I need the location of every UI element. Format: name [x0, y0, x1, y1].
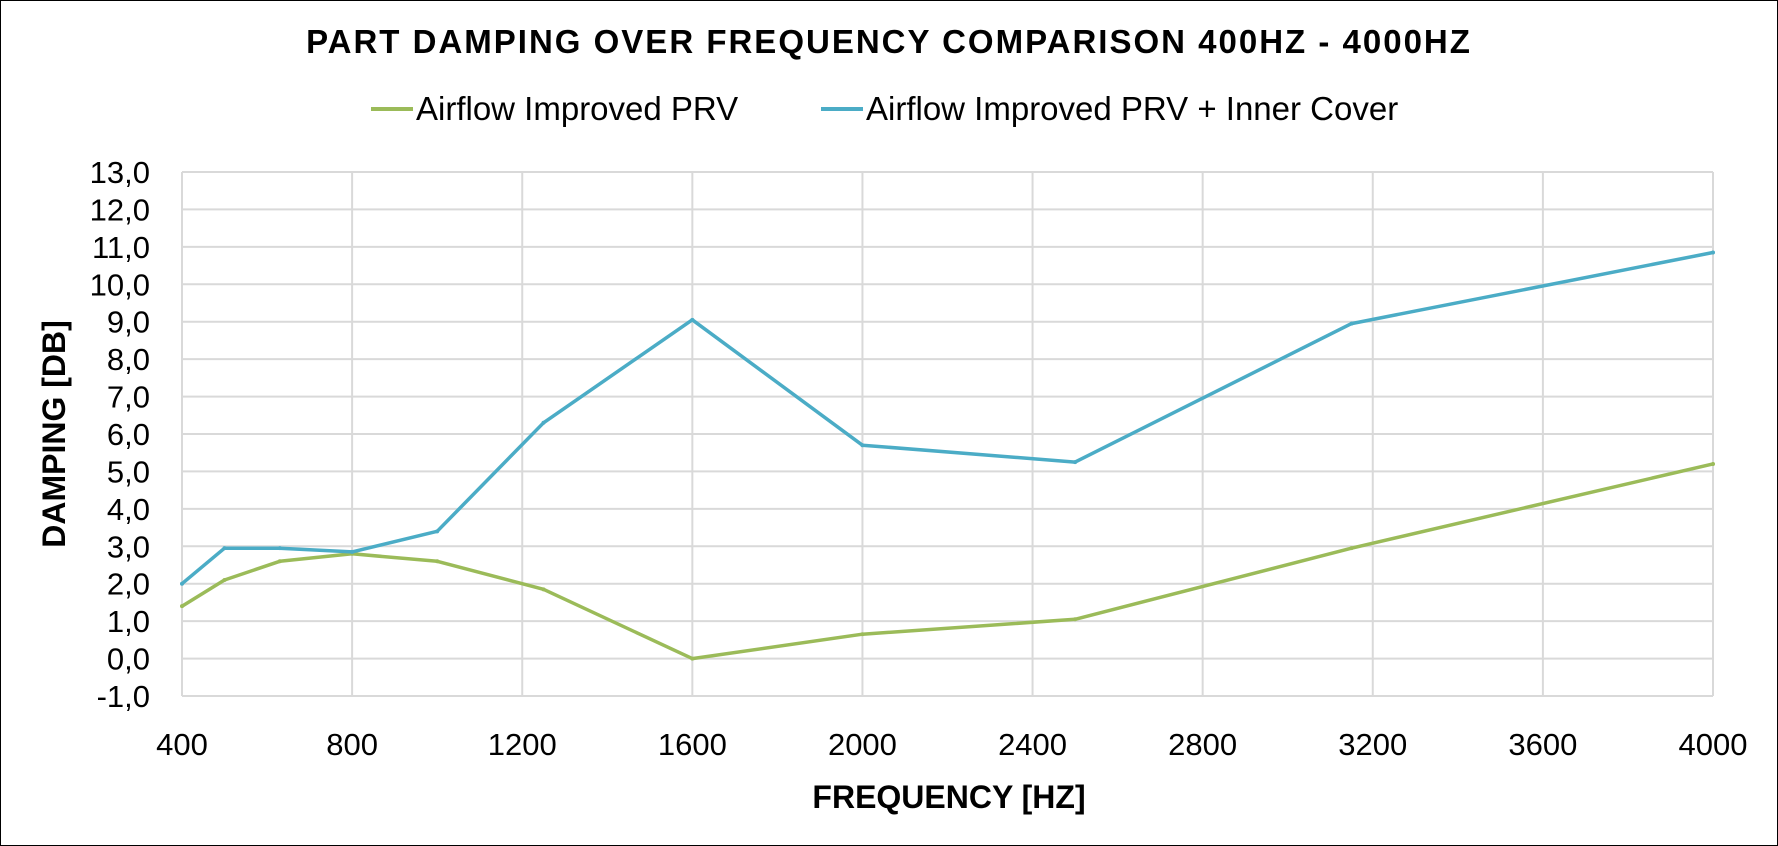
data-point-airflow-improved-prv — [180, 604, 184, 609]
data-point-airflow-improved-prv — [1349, 546, 1354, 551]
x-tick-label: 2400 — [998, 727, 1067, 762]
series-line-airflow-improved-prv-inner-cover — [180, 250, 1715, 586]
data-point-airflow-improved-prv-inner-cover — [1073, 460, 1078, 465]
data-point-airflow-improved-prv — [1073, 617, 1078, 622]
y-tick-label: 3,0 — [107, 529, 150, 564]
data-point-airflow-improved-prv — [435, 559, 440, 564]
x-axis-title: FREQUENCY [HZ] — [812, 779, 1085, 815]
y-tick-label: 11,0 — [92, 230, 150, 265]
data-point-airflow-improved-prv-inner-cover — [222, 546, 227, 551]
y-tick-label: 9,0 — [107, 305, 150, 340]
x-tick-label: 3600 — [1508, 727, 1577, 762]
y-tick-label: 7,0 — [107, 380, 150, 415]
data-point-airflow-improved-prv — [860, 632, 865, 637]
x-tick-label: 800 — [326, 727, 378, 762]
y-tick-label: 0,0 — [107, 642, 150, 677]
y-tick-label: 4,0 — [107, 492, 150, 527]
y-tick-label: 10,0 — [90, 267, 150, 302]
y-tick-label: 5,0 — [107, 454, 150, 489]
data-point-airflow-improved-prv — [541, 587, 546, 592]
y-axis-title: DAMPING [DB] — [36, 320, 72, 548]
chart-title: PART DAMPING OVER FREQUENCY COMPARISON 4… — [306, 23, 1472, 60]
data-point-airflow-improved-prv — [690, 656, 695, 661]
x-tick-label: 400 — [156, 727, 208, 762]
x-tick-label: 3200 — [1338, 727, 1407, 762]
data-point-airflow-improved-prv-inner-cover — [180, 581, 184, 586]
x-tick-label: 4000 — [1679, 727, 1748, 762]
data-point-airflow-improved-prv-inner-cover — [690, 317, 695, 322]
data-point-airflow-improved-prv-inner-cover — [350, 549, 355, 554]
data-point-airflow-improved-prv — [222, 577, 227, 582]
y-axis-ticks: -1,00,01,02,03,04,05,06,07,08,09,010,011… — [90, 155, 150, 714]
gridlines — [181, 171, 1714, 697]
series-layer — [180, 250, 1715, 661]
y-tick-label: 8,0 — [107, 342, 150, 377]
y-tick-label: 6,0 — [107, 417, 150, 452]
y-tick-label: -1,0 — [97, 679, 150, 714]
series-line-airflow-improved-prv — [180, 462, 1715, 661]
y-tick-label: 1,0 — [107, 604, 150, 639]
data-point-airflow-improved-prv-inner-cover — [277, 546, 282, 551]
x-tick-label: 1200 — [488, 727, 557, 762]
x-tick-label: 2800 — [1168, 727, 1237, 762]
x-axis-ticks: 400 800 1200 1600 2000 2400 2800 3200 3600 4000 — [156, 727, 1747, 762]
y-tick-label: 13,0 — [90, 155, 150, 190]
legend: Airflow Improved PRV Airflow Improved PR… — [371, 90, 1398, 127]
y-tick-label: 2,0 — [107, 567, 150, 602]
data-point-airflow-improved-prv-inner-cover — [1711, 250, 1715, 255]
data-point-airflow-improved-prv — [1711, 461, 1715, 466]
data-point-airflow-improved-prv-inner-cover — [435, 529, 440, 534]
data-point-airflow-improved-prv-inner-cover — [1349, 321, 1354, 326]
data-point-airflow-improved-prv-inner-cover — [541, 420, 546, 425]
data-point-airflow-improved-prv — [277, 559, 282, 564]
x-tick-label: 1600 — [658, 727, 727, 762]
data-point-airflow-improved-prv-inner-cover — [860, 443, 865, 448]
x-tick-label: 2000 — [828, 727, 897, 762]
legend-label-airflow-improved-prv: Airflow Improved PRV — [416, 90, 738, 127]
y-tick-label: 12,0 — [90, 192, 150, 227]
legend-label-airflow-improved-prv-inner-cover: Airflow Improved PRV + Inner Cover — [866, 90, 1398, 127]
